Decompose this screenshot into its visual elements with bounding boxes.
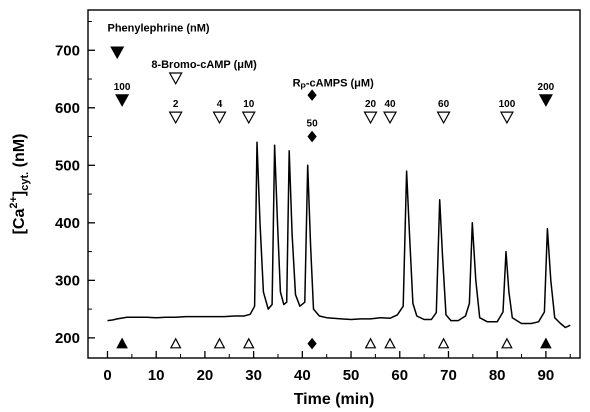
y-axis-ticks: 200 300 400 500 600 700 xyxy=(55,21,95,347)
dose-label: 2 xyxy=(173,99,179,110)
y-tick-label: 500 xyxy=(55,157,80,174)
y-axis-title-main: [Ca xyxy=(11,209,28,235)
calcium-trace-line xyxy=(107,141,571,329)
y-tick-label: 600 xyxy=(55,100,80,117)
dose-label: 4 xyxy=(217,99,223,110)
filled-up-triangle-marker xyxy=(116,337,128,349)
plot-frame xyxy=(87,9,581,359)
diamond-marker xyxy=(307,130,317,143)
filled-down-triangle-marker xyxy=(538,94,553,107)
x-tick-label: 0 xyxy=(103,367,111,384)
x-tick-label: 40 xyxy=(294,367,311,384)
y-tick-label: 700 xyxy=(55,42,80,59)
open-up-triangle-marker xyxy=(169,337,182,349)
legend-label-phenylephrine: Phenylephrine (nM) xyxy=(107,22,209,34)
dose-label: 20 xyxy=(365,99,377,110)
filled-down-triangle-marker xyxy=(110,46,125,60)
y-axis-title-sub: cyt. xyxy=(19,172,31,191)
open-down-triangle-marker xyxy=(241,111,256,125)
open-up-triangle-marker xyxy=(501,337,513,349)
x-axis-title: Time (min) xyxy=(294,391,375,408)
y-tick-label: 200 xyxy=(55,330,80,347)
open-up-triangle-marker xyxy=(213,337,226,349)
dose-label: 10 xyxy=(243,99,255,110)
y-axis-title-sup: 2+ xyxy=(8,196,20,209)
open-up-triangle-marker xyxy=(364,337,377,349)
x-tick-label: 20 xyxy=(197,367,214,384)
open-down-triangle-marker xyxy=(168,111,183,125)
x-tick-label: 30 xyxy=(245,367,262,384)
series-layer xyxy=(107,141,571,329)
legend-label-rp: RP-cAMPS (μM) xyxy=(293,78,374,92)
x-axis-ticks: 0 10 20 30 40 50 60 70 80 90 xyxy=(103,351,571,384)
open-down-triangle-marker xyxy=(383,111,398,125)
dose-label: 100 xyxy=(499,99,516,110)
filled-up-triangle-marker xyxy=(540,337,552,349)
x-tick-label: 10 xyxy=(148,367,165,384)
open-down-triangle-marker xyxy=(363,111,378,125)
open-down-triangle-marker xyxy=(436,111,451,125)
y-axis-title-unit: (nM) xyxy=(11,134,28,172)
filled-down-triangle-marker xyxy=(115,94,130,107)
y-axis-title: [Ca2+]cyt. (nM) xyxy=(8,134,31,235)
diamond-marker xyxy=(307,89,317,101)
x-tick-label: 50 xyxy=(343,367,360,384)
open-down-triangle-marker xyxy=(499,111,514,125)
open-up-triangle-marker xyxy=(384,337,396,349)
x-tick-label: 60 xyxy=(391,367,408,384)
x-tick-label: 80 xyxy=(489,367,506,384)
open-down-triangle-marker xyxy=(168,72,183,86)
legend-layer: Phenylephrine (nM) 8-Bromo-cAMP (μM) RP-cA… xyxy=(107,22,374,91)
y-axis-title-close: ] xyxy=(11,191,28,196)
open-down-triangle-marker xyxy=(212,111,227,125)
y-tick-label: 400 xyxy=(55,215,80,232)
diamond-marker xyxy=(307,337,317,350)
y-tick-label: 300 xyxy=(55,272,80,289)
dose-label: 50 xyxy=(307,119,319,130)
dose-label: 100 xyxy=(114,82,131,93)
x-tick-label: 90 xyxy=(538,367,555,384)
open-up-triangle-marker xyxy=(242,337,255,349)
x-tick-label: 70 xyxy=(440,367,457,384)
markers-layer: 100 2 4 10 50 20 40 60 100 200 xyxy=(110,46,555,350)
legend-label-bromo: 8-Bromo-cAMP (μM) xyxy=(151,59,257,71)
dose-label: 60 xyxy=(438,99,450,110)
dose-label: 40 xyxy=(384,99,396,110)
open-up-triangle-marker xyxy=(437,337,450,349)
dose-label: 200 xyxy=(538,82,555,93)
